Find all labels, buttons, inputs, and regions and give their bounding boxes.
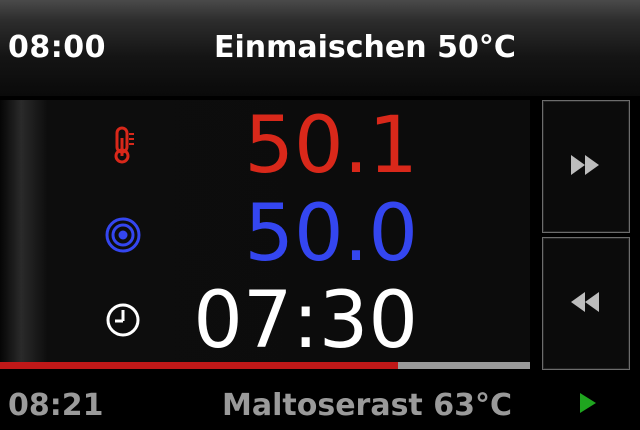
timer-row: 07:30 [0,275,530,362]
next-step-title: Maltoserast 63°C [222,388,512,423]
rewind-icon [569,290,603,318]
step-progress-fill [0,362,398,369]
current-step-start-time: 08:00 [8,30,106,65]
thermometer-icon [104,126,142,164]
fast-forward-icon [569,153,603,181]
previous-step-button[interactable] [542,237,630,370]
next-step-start-time: 08:21 [8,388,104,423]
current-step-title: Einmaischen 50°C [214,30,516,65]
current-temperature-value: 50.1 [244,101,418,191]
footer-bar: 08:21 Maltoserast 63°C [0,372,640,430]
temperature-row: 50.1 [0,100,530,190]
play-icon[interactable] [576,388,600,418]
target-icon [104,216,142,254]
header-bar: 08:00 Einmaischen 50°C [0,0,640,96]
target-row: 50.0 [0,190,530,275]
timer-value: 07:30 [193,276,418,366]
clock-icon [104,301,142,339]
target-temperature-value: 50.0 [244,189,418,279]
readings-panel: 50.1 50.0 07:30 [0,100,530,362]
step-progress-bar [0,362,530,369]
next-step-button[interactable] [542,100,630,233]
